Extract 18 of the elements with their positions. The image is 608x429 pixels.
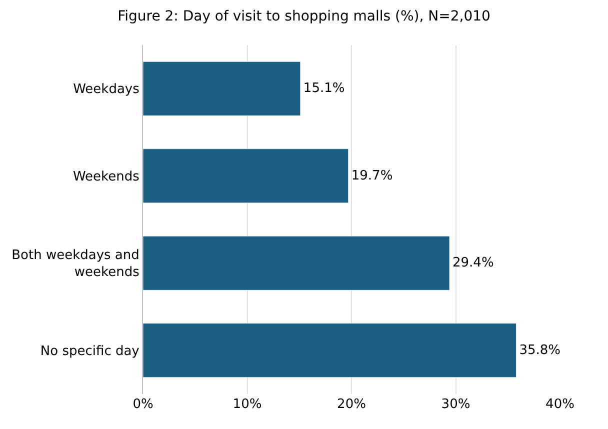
bar (143, 236, 450, 290)
x-tick-label: 30% (441, 397, 470, 412)
bar (143, 323, 516, 378)
data-label: 19.7% (351, 168, 393, 184)
x-tick-label: 0% (132, 397, 154, 412)
x-tick-label: 40% (546, 397, 574, 412)
y-tick-label: Weekdays (73, 82, 140, 98)
data-label: 35.8% (519, 342, 561, 358)
y-tick-label: Both weekdays and weekends (12, 248, 140, 280)
x-tick-label: 10% (232, 397, 262, 412)
data-label: 29.4% (452, 256, 494, 271)
data-label: 15.1% (303, 81, 345, 96)
bar (143, 148, 349, 204)
bar (143, 61, 301, 116)
x-tick-label: 20% (337, 397, 366, 412)
y-tick-label: Weekends (72, 169, 140, 184)
y-tick-label: No specific day (40, 344, 140, 359)
chart-title: Figure 2: Day of visit to shopping malls (%), N=2,010 (118, 8, 490, 25)
